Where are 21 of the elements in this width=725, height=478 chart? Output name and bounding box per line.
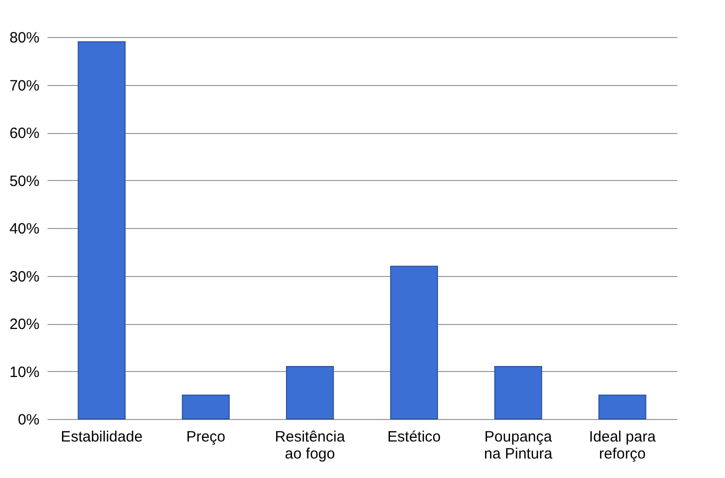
bar xyxy=(390,266,438,420)
y-tick-label: 50% xyxy=(9,172,40,190)
bar xyxy=(494,366,542,420)
bar xyxy=(78,41,126,420)
y-tick-label: 80% xyxy=(9,30,40,46)
y-tick-label: 40% xyxy=(9,220,40,238)
y-tick-label: 60% xyxy=(9,125,40,142)
bar xyxy=(286,366,334,420)
y-tick-label: 0% xyxy=(18,412,40,428)
y-tick-label: 20% xyxy=(9,316,40,333)
y-tick-label: 70% xyxy=(9,77,40,94)
x-tick-label: Resitência ao fogo xyxy=(274,428,346,462)
x-tick-label: Estético xyxy=(387,428,441,446)
x-tick-label: Ideal para reforço xyxy=(588,428,656,462)
bar xyxy=(182,394,230,420)
bar xyxy=(598,394,646,420)
x-tick-label: Preço xyxy=(186,428,226,446)
y-tick-label: 10% xyxy=(9,364,40,381)
x-tick-label: Estabilidade xyxy=(60,428,143,446)
x-tick-label: Poupança na Pintura xyxy=(484,428,554,462)
y-tick-label: 30% xyxy=(9,268,40,286)
